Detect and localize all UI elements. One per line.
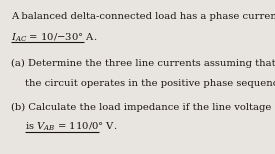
Text: (a) Determine the three line currents assuming that: (a) Determine the three line currents as… [11,59,275,69]
Text: A balanced delta-connected load has a phase current: A balanced delta-connected load has a ph… [11,12,275,21]
Text: $\mathit{I}_{AC}$ = 10/−30° A.: $\mathit{I}_{AC}$ = 10/−30° A. [11,31,97,44]
Text: (b) Calculate the load impedance if the line voltage: (b) Calculate the load impedance if the … [11,102,271,112]
Text: is $\mathit{V}_{AB}$ = 110/0° V.: is $\mathit{V}_{AB}$ = 110/0° V. [25,121,117,133]
Text: the circuit operates in the positive phase sequence.: the circuit operates in the positive pha… [25,79,275,88]
